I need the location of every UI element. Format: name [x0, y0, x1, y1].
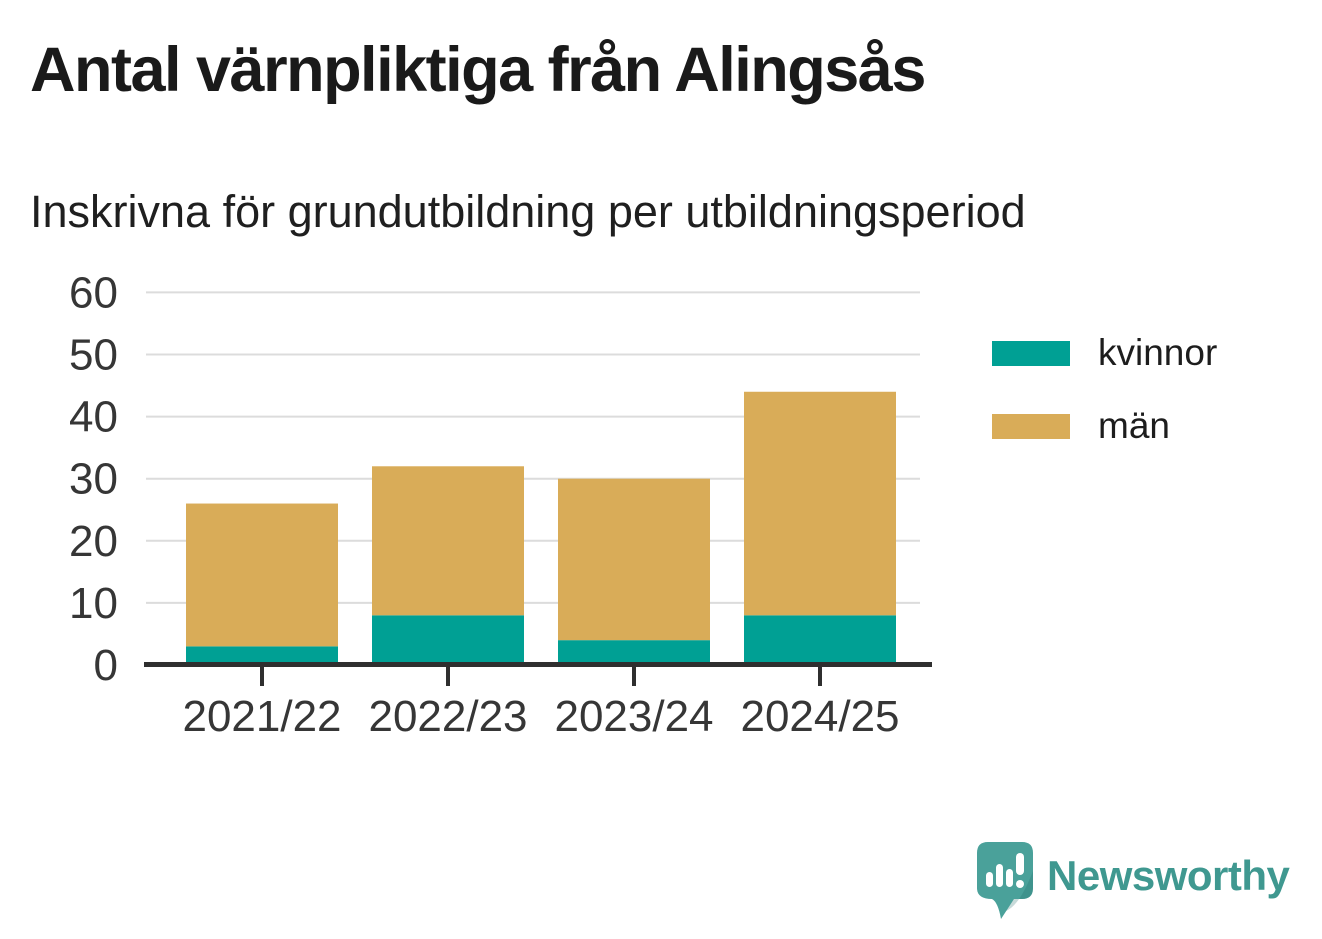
- brand-footer: Newsworthy: [976, 841, 1290, 925]
- y-tick-label-30: 30: [69, 455, 118, 504]
- bar-segment-män-0: [186, 503, 338, 647]
- legend-swatch-man: [992, 413, 1070, 439]
- x-tick-label-2: 2023/24: [554, 692, 713, 741]
- legend-swatch-kvinnor: [992, 340, 1070, 366]
- bar-segment-kvinnor-2: [558, 640, 710, 665]
- brand-name: Newsworthy: [1047, 852, 1290, 899]
- chart-subtitle: Inskrivna för grundutbildning per utbild…: [30, 186, 1026, 237]
- bar-segment-kvinnor-3: [744, 615, 896, 665]
- y-tick-label-50: 50: [69, 331, 118, 380]
- x-tick-label-1: 2022/23: [368, 692, 527, 741]
- x-tick-label-0: 2021/22: [182, 692, 341, 741]
- legend-item-kvinnor: kvinnor: [992, 332, 1217, 374]
- bar-segment-män-1: [372, 466, 524, 616]
- x-tick-label-3: 2024/25: [740, 692, 899, 741]
- legend-label-man: män: [1098, 405, 1170, 446]
- y-tick-label-0: 0: [94, 641, 118, 690]
- chart-title: Antal värnpliktiga från Alingsås: [30, 35, 926, 105]
- legend: kvinnor män: [992, 332, 1217, 478]
- legend-label-kvinnor: kvinnor: [1098, 332, 1218, 373]
- y-tick-label-20: 20: [69, 517, 118, 566]
- bar-segment-kvinnor-0: [186, 646, 338, 665]
- bar-segment-män-2: [558, 478, 710, 641]
- bar-segment-kvinnor-1: [372, 615, 524, 665]
- newsworthy-logo-icon: [977, 842, 1033, 919]
- y-tick-label-10: 10: [69, 579, 118, 628]
- legend-item-man: män: [992, 405, 1217, 447]
- y-tick-label-60: 60: [69, 268, 118, 317]
- bar-segment-män-3: [744, 391, 896, 616]
- y-tick-label-40: 40: [69, 393, 118, 442]
- x-axis-line: [144, 662, 932, 667]
